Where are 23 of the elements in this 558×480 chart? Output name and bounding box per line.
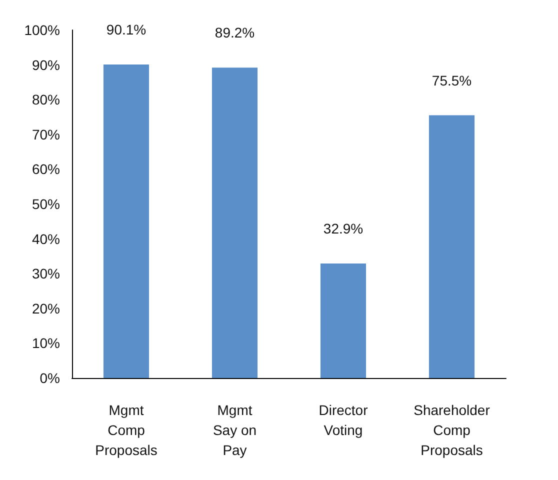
data-label: 90.1% (106, 21, 146, 38)
data-label: 75.5% (432, 72, 472, 88)
bar (320, 264, 366, 378)
bar (212, 68, 258, 378)
bar (103, 64, 150, 378)
y-tick-label: 90% (32, 56, 60, 73)
y-tick-label: 0% (40, 370, 60, 386)
y-tick-label: 40% (32, 230, 60, 247)
data-label: 32.9% (323, 220, 364, 237)
data-label: 89.2% (214, 24, 255, 41)
x-tick-label: Shareholder Comp Proposals (414, 402, 490, 458)
y-tick-label: 100% (24, 22, 60, 38)
y-tick-label: 50% (32, 196, 60, 212)
x-tick-label: Director Voting (318, 402, 368, 438)
y-tick-label: 10% (32, 335, 60, 352)
x-tick-label: Mgmt Say on Pay (212, 402, 257, 458)
y-tick-label: 70% (32, 126, 60, 142)
x-tick-label: Mgmt Comp Proposals (95, 402, 158, 458)
y-tick-label: 60% (32, 161, 60, 178)
y-tick-label: 20% (32, 300, 60, 316)
bar (428, 115, 475, 378)
y-tick-label: 80% (32, 92, 60, 108)
y-tick-label: 30% (32, 266, 60, 282)
